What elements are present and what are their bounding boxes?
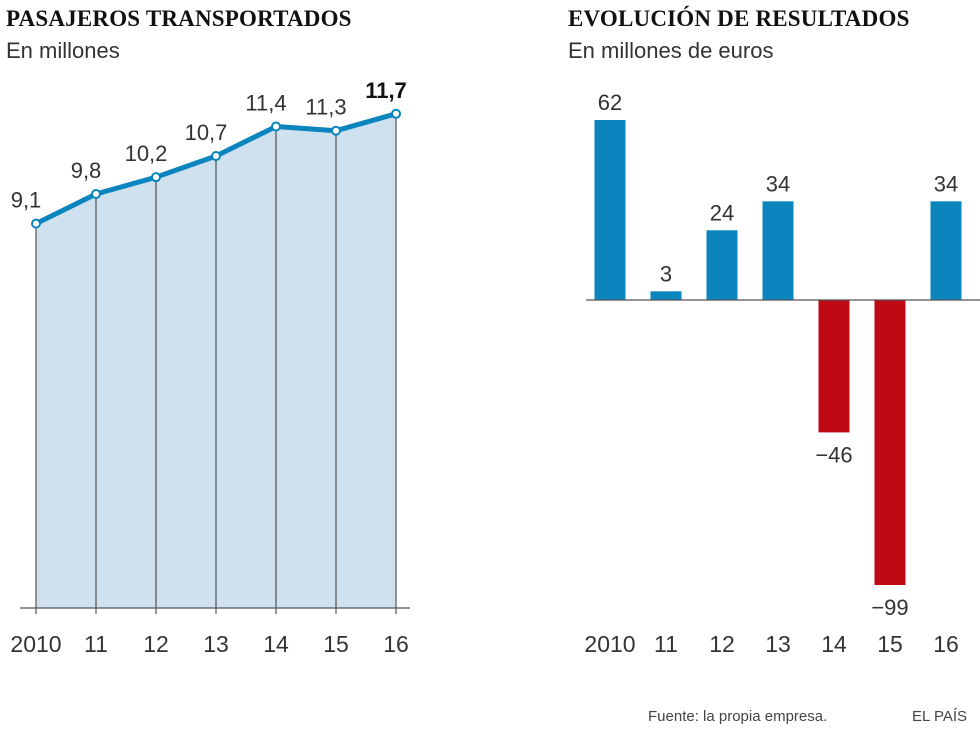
source-note: Fuente: la propia empresa.	[648, 708, 828, 725]
right-chart-subtitle: En millones de euros	[568, 38, 774, 63]
brand-label: EL PAÍS	[912, 708, 968, 725]
left-chart-subtitle: En millones	[6, 38, 120, 63]
x-tick-label: 13	[765, 631, 791, 657]
data-point	[391, 108, 401, 119]
data-label: 9,1	[11, 188, 42, 213]
data-label: 9,8	[71, 158, 102, 183]
bar	[874, 300, 906, 585]
x-tick-label: 2010	[10, 631, 61, 657]
bar	[930, 201, 962, 300]
x-tick-label: 2010	[584, 631, 635, 657]
bar	[594, 120, 626, 300]
results-bar-chart: 62 3 24 34 −46 −99 34 2010 11 12 13 14 15 16	[584, 90, 980, 657]
x-tick-label: 16	[383, 631, 409, 657]
bar	[650, 291, 682, 300]
data-point	[151, 172, 161, 183]
data-label: 11,3	[305, 95, 346, 120]
x-tick-label: 12	[143, 631, 169, 657]
left-chart-title: PASAJEROS TRANSPORTADOS	[6, 6, 352, 31]
data-point	[271, 121, 281, 132]
data-label: 34	[766, 171, 790, 196]
data-label: 11,7	[365, 80, 407, 103]
data-label: −99	[871, 595, 908, 620]
bar	[818, 300, 850, 433]
x-tick-label: 14	[263, 631, 289, 657]
bar	[762, 201, 794, 300]
data-label: 62	[598, 90, 622, 115]
x-tick-label: 13	[203, 631, 229, 657]
x-tick-label: 16	[933, 631, 959, 657]
data-label: 34	[934, 171, 958, 196]
x-tick-label: 11	[84, 631, 108, 657]
data-point	[211, 151, 221, 162]
right-chart-title: EVOLUCIÓN DE RESULTADOS	[568, 6, 910, 31]
data-point	[91, 189, 101, 200]
data-point	[31, 218, 41, 229]
bar	[706, 230, 738, 300]
x-tick-label: 12	[709, 631, 735, 657]
passengers-area-chart: 9,1 9,8 10,2 10,7 11,4 11,3 11,7 2010 11 12 13 14 15…	[10, 80, 410, 657]
x-tick-label: 11	[654, 631, 678, 657]
x-tick-label: 14	[821, 631, 847, 657]
data-label: 11,4	[245, 90, 286, 115]
data-label: 10,7	[185, 120, 228, 145]
data-point	[331, 125, 341, 136]
data-label: 3	[660, 261, 672, 286]
data-label: 24	[710, 200, 734, 225]
x-tick-label: 15	[323, 631, 349, 657]
data-label: −46	[815, 442, 852, 467]
x-tick-label: 15	[877, 631, 903, 657]
data-label: 10,2	[125, 141, 168, 166]
